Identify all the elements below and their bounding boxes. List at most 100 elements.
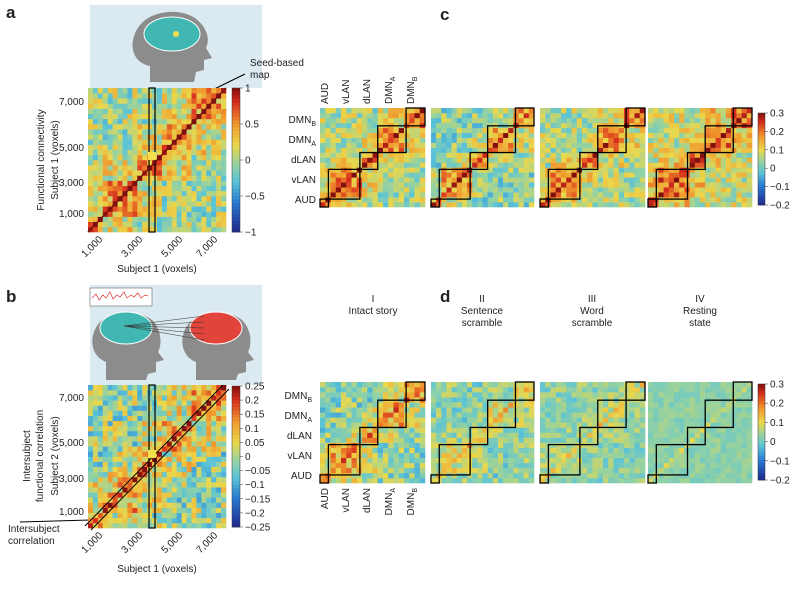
heatmap-cell xyxy=(519,478,524,483)
heatmap-cell xyxy=(503,133,508,138)
heatmap-cell xyxy=(362,448,368,453)
heatmap-cell xyxy=(674,182,680,187)
heatmap-cell xyxy=(137,411,142,416)
colorbar-cell xyxy=(758,189,765,192)
heatmap-cell xyxy=(221,93,226,98)
heatmap-cell xyxy=(88,211,93,216)
heatmap-cell xyxy=(157,181,162,186)
heatmap-cell xyxy=(658,123,664,128)
heatmap-cell xyxy=(162,93,167,98)
heatmap-cell xyxy=(551,148,557,153)
heatmap-cell xyxy=(477,397,482,402)
heatmap-cell xyxy=(705,458,711,463)
heatmap-cell xyxy=(669,138,675,143)
heatmap-cell xyxy=(221,457,226,462)
heatmap-cell xyxy=(420,402,426,407)
heatmap-cell xyxy=(346,153,352,158)
heatmap-cell xyxy=(367,113,373,118)
heatmap-cell xyxy=(383,182,389,187)
heatmap-cell xyxy=(394,412,400,417)
heatmap-cell xyxy=(352,158,358,163)
heatmap-cell xyxy=(519,187,524,192)
heatmap-cell xyxy=(88,109,93,114)
heatmap-cell xyxy=(346,382,352,387)
heatmap-cell xyxy=(561,148,567,153)
heatmap-cell xyxy=(404,197,410,202)
heatmap-cell xyxy=(415,422,421,427)
heatmap-cell xyxy=(488,463,493,468)
heatmap-cell xyxy=(182,467,187,472)
heatmap-cell xyxy=(658,433,664,438)
heatmap-cell xyxy=(629,128,635,133)
heatmap-cell xyxy=(409,443,415,448)
heatmap-cell xyxy=(196,181,201,186)
heatmap-cell xyxy=(508,187,513,192)
heatmap-cell xyxy=(147,124,152,129)
heatmap-cell xyxy=(167,492,172,497)
heatmap-cell xyxy=(624,177,630,182)
heatmap-cell xyxy=(488,453,493,458)
heatmap-cell xyxy=(399,382,405,387)
heatmap-cell xyxy=(127,405,132,410)
heatmap-cell xyxy=(98,395,103,400)
heatmap-cell xyxy=(341,177,347,182)
heatmap-cell xyxy=(582,402,588,407)
heatmap-cell xyxy=(123,472,128,477)
heatmap-cell xyxy=(462,422,467,427)
heatmap-cell xyxy=(477,407,482,412)
heatmap-cell xyxy=(664,433,670,438)
heatmap-cell xyxy=(508,412,513,417)
colorbar-cell xyxy=(232,390,240,394)
heatmap-cell xyxy=(331,108,337,113)
colorbar-cell xyxy=(758,196,765,199)
colorbar-cell xyxy=(232,138,240,142)
heatmap-cell xyxy=(157,206,162,211)
heatmap-cell xyxy=(211,482,216,487)
heatmap-cell xyxy=(362,197,368,202)
heatmap-cell xyxy=(336,118,342,123)
heatmap-cell xyxy=(452,463,457,468)
heatmap-cell xyxy=(551,412,557,417)
heatmap-cell xyxy=(640,177,646,182)
heatmap-cell xyxy=(577,382,583,387)
heatmap-cell xyxy=(378,458,384,463)
colorbar-cell xyxy=(758,157,765,160)
heatmap-cell xyxy=(211,119,216,124)
heatmap-cell xyxy=(462,172,467,177)
heatmap-cell xyxy=(88,472,93,477)
heatmap-cell xyxy=(132,395,137,400)
heatmap-cell xyxy=(177,472,182,477)
heatmap-cell xyxy=(367,108,373,113)
heatmap-cell xyxy=(409,387,415,392)
heatmap-cell xyxy=(378,138,384,143)
heatmap-cell xyxy=(216,201,221,206)
heatmap-cell xyxy=(587,172,593,177)
heatmap-cell xyxy=(614,167,620,172)
heatmap-cell xyxy=(635,402,641,407)
heatmap-cell xyxy=(325,128,331,133)
heatmap-cell xyxy=(519,427,524,432)
heatmap-cell xyxy=(493,468,498,473)
heatmap-cell xyxy=(624,192,630,197)
heatmap-cell xyxy=(614,387,620,392)
heatmap-cell xyxy=(513,387,518,392)
heatmap-cell xyxy=(157,400,162,405)
heatmap-cell xyxy=(572,463,578,468)
heatmap-cell xyxy=(177,467,182,472)
heatmap-cell xyxy=(118,405,123,410)
heatmap-cell xyxy=(674,468,680,473)
heatmap-cell xyxy=(513,468,518,473)
heatmap-cell xyxy=(132,477,137,482)
heatmap-cell xyxy=(664,453,670,458)
heatmap-cell xyxy=(508,202,513,207)
heatmap-cell xyxy=(167,421,172,426)
heatmap-cell xyxy=(137,390,142,395)
colorbar-cell xyxy=(758,168,765,171)
heatmap-cell xyxy=(635,392,641,397)
heatmap-cell xyxy=(187,186,192,191)
heatmap-cell xyxy=(113,513,118,518)
heatmap-cell xyxy=(431,138,436,143)
heatmap-cell xyxy=(614,478,620,483)
heatmap-cell xyxy=(540,417,546,422)
heatmap-cell xyxy=(320,427,326,432)
